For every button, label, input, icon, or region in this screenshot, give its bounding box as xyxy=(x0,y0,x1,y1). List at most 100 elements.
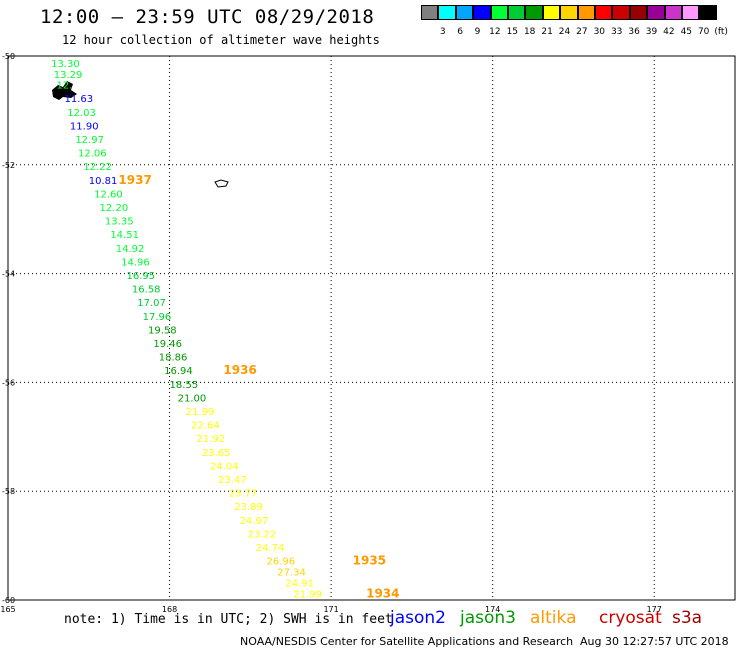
wave-height-label: 13.35 xyxy=(105,217,134,228)
wave-height-label: 17.96 xyxy=(143,312,172,323)
wave-height-label: 19.46 xyxy=(153,339,182,350)
wave-height-label: 12.06 xyxy=(78,149,107,160)
wave-height-label: 23.47 xyxy=(218,475,247,486)
colorbar-label: 24 xyxy=(558,27,571,37)
colorbar-swatch xyxy=(421,5,439,20)
wave-height-label: 22.64 xyxy=(191,421,220,432)
units-note: note: 1) Time is in UTC; 2) SWH is in fe… xyxy=(64,612,393,627)
auckland-islands-shape xyxy=(52,81,77,100)
wave-height-label: 16.95 xyxy=(126,271,155,282)
colorbar-label: 33 xyxy=(610,27,623,37)
colorbar-swatch xyxy=(490,5,508,20)
page-subtitle: 12 hour collection of altimeter wave hei… xyxy=(62,33,380,47)
wave-height-label: 23.22 xyxy=(248,529,277,540)
legend-altika: altika xyxy=(530,608,577,628)
wave-height-label: 16.94 xyxy=(164,366,193,377)
wave-height-label: 21.99 xyxy=(186,407,215,418)
generated-timestamp: Aug 30 12:27:57 UTC 2018 xyxy=(580,635,729,648)
colorbar-swatch xyxy=(473,5,491,20)
colorbar-label: 9 xyxy=(474,27,481,37)
x-tick-label: 165 xyxy=(0,605,15,614)
wave-height-label: 23.77 xyxy=(229,489,258,500)
pass-time-label: 1935 xyxy=(353,554,386,568)
wave-height-label: 21.00 xyxy=(178,393,207,404)
colorbar-label: 6 xyxy=(457,27,463,37)
colorbar-label: 18 xyxy=(523,27,536,37)
colorbar-swatch xyxy=(612,5,630,20)
wave-height-label: 21.99 xyxy=(293,589,322,600)
colorbar-label: 21 xyxy=(541,27,553,37)
wave-height-label: 14.51 xyxy=(110,230,139,241)
wave-height-label: 18.55 xyxy=(170,380,199,391)
wave-height-label: 16.58 xyxy=(132,285,161,296)
wave-height-label: 14.96 xyxy=(121,257,150,268)
legend-jason3: jason3 xyxy=(460,608,516,628)
colorbar-swatch xyxy=(647,5,665,20)
colorbar-swatch xyxy=(577,5,595,20)
page-title: 12:00 – 23:59 UTC 08/29/2018 xyxy=(40,6,375,28)
colorbar-swatch xyxy=(542,5,561,20)
colorbar-label: 12 xyxy=(489,27,501,37)
x-tick-label: 177 xyxy=(647,605,662,614)
plot-frame xyxy=(7,55,736,601)
wave-height-label: 23.65 xyxy=(202,448,231,459)
wave-height-label: 12.60 xyxy=(94,189,123,200)
colorbar-label: 15 xyxy=(506,27,519,37)
wave-height-label: 26.96 xyxy=(266,557,295,568)
colorbar-swatch xyxy=(699,5,717,20)
y-tick-label: -56 xyxy=(2,378,15,387)
legend-s3a: s3a xyxy=(672,608,703,628)
x-tick-label: 171 xyxy=(323,605,338,614)
pass-time-label: 1934 xyxy=(366,586,399,600)
colorbar-label: 3 xyxy=(439,27,446,37)
colorbar-label: 45 xyxy=(680,27,693,37)
colorbar-swatch xyxy=(664,5,682,20)
campbell-island-shape xyxy=(214,179,229,188)
wave-height-label: 14.92 xyxy=(116,244,145,255)
colorbar-label: 36 xyxy=(628,27,640,37)
wave-height-label: 12.97 xyxy=(75,135,104,146)
wave-height-label: 24.74 xyxy=(256,543,285,554)
x-tick-label: 174 xyxy=(485,605,500,614)
colorbar-label: 30 xyxy=(593,27,606,37)
y-tick-label: -52 xyxy=(2,161,15,170)
colorbar-swatch xyxy=(455,5,474,20)
wave-height-label: 13.29 xyxy=(54,70,83,81)
wave-height-label: 19.58 xyxy=(148,325,177,336)
colorbar-label: 42 xyxy=(663,27,675,37)
wave-height-label: 12. xyxy=(56,81,72,92)
wave-height-label: 24.97 xyxy=(240,516,269,527)
y-tick-label: -58 xyxy=(2,487,15,496)
legend-cryosat: cryosat xyxy=(599,608,662,628)
wave-height-label: 21.92 xyxy=(196,434,225,445)
wave-height-label: 23.89 xyxy=(234,502,263,513)
colorbar-swatch xyxy=(629,5,648,20)
colorbar-swatch xyxy=(525,5,543,20)
colorbar-swatch xyxy=(682,5,700,20)
wave-height-label: 10.81 xyxy=(89,176,118,187)
legend-jason2: jason2 xyxy=(390,608,446,628)
wave-height-label: 17.07 xyxy=(137,298,166,309)
colorbar-swatch xyxy=(438,5,456,20)
wave-height-label: 27.34 xyxy=(277,568,306,579)
wave-height-label: 24.91 xyxy=(285,578,314,589)
wave-height-label: 12.20 xyxy=(100,203,129,214)
colorbar-label: (ft) xyxy=(714,27,728,37)
colorbar-swatch xyxy=(560,5,578,20)
wave-height-label: 18.86 xyxy=(159,353,188,364)
wave-height-label: 11.63 xyxy=(65,94,94,105)
colorbar-label: 27 xyxy=(576,27,588,37)
y-tick-label: -60 xyxy=(2,596,15,605)
pass-time-label: 1937 xyxy=(118,173,151,187)
wave-height-label: 12.22 xyxy=(83,162,112,173)
wave-height-label: 11.90 xyxy=(70,121,99,132)
x-tick-label: 168 xyxy=(162,605,177,614)
wave-height-label: 24.04 xyxy=(210,461,239,472)
pass-time-label: 1936 xyxy=(223,363,256,377)
colorbar-label: 39 xyxy=(645,27,658,37)
y-tick-label: -54 xyxy=(2,270,15,279)
credit-line: NOAA/NESDIS Center for Satellite Applica… xyxy=(240,635,574,648)
wave-height-label: 12.03 xyxy=(67,108,96,119)
colorbar-swatch xyxy=(508,5,526,20)
